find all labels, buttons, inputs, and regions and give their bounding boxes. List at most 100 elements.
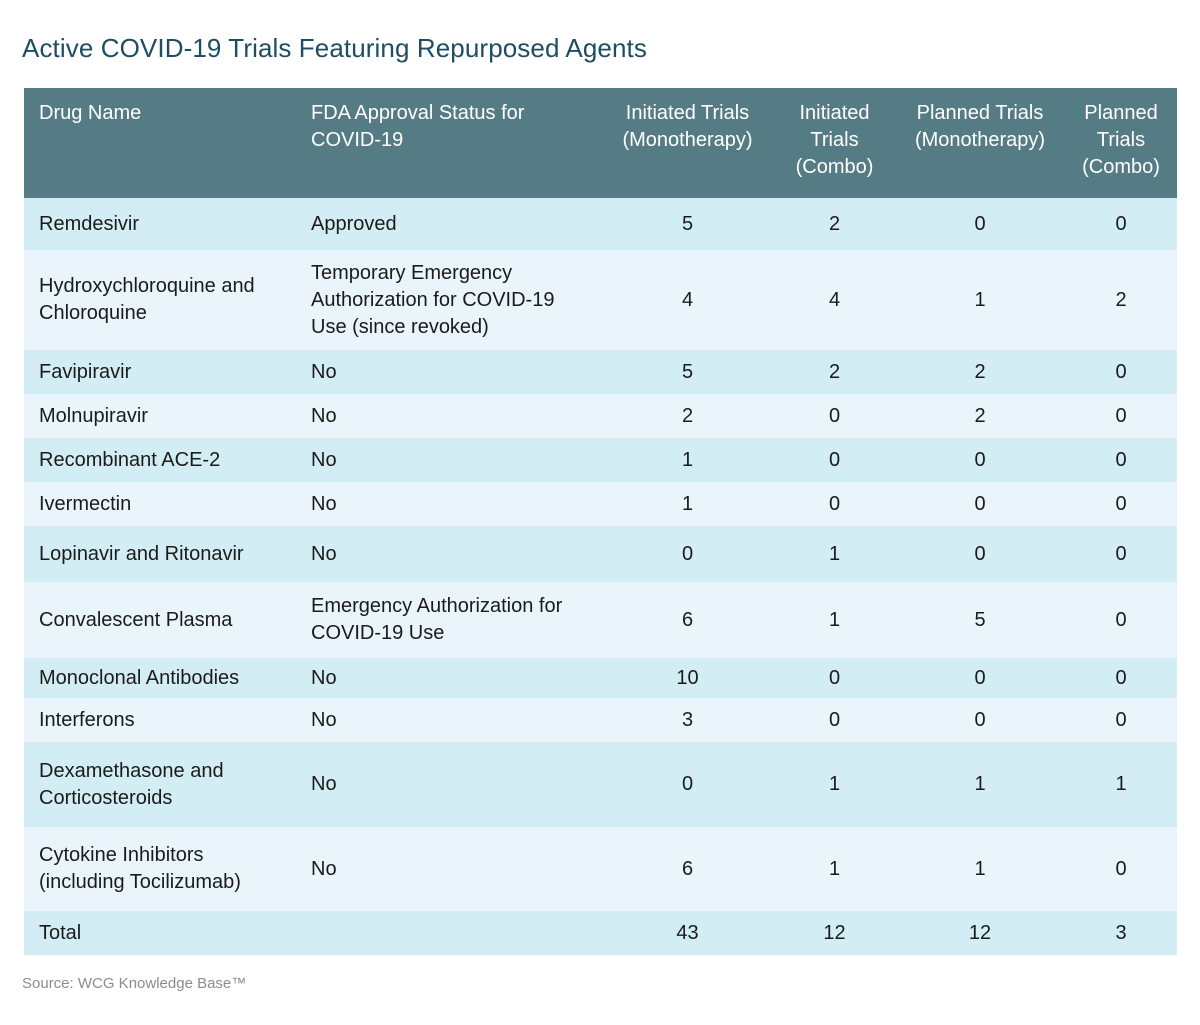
- drug-name-cell: Hydroxychloroquine and Chloroquine: [39, 275, 255, 324]
- table-row: Ivermectin No 1 0 0 0: [24, 482, 1177, 526]
- planned-mono-cell: 1: [974, 857, 986, 880]
- page-title: Active COVID-19 Trials Featuring Repurpo…: [22, 33, 647, 63]
- drug-name-cell: Interferons: [39, 708, 135, 731]
- initiated-combo-cell: 1: [828, 773, 841, 795]
- initiated-mono-cell: 1: [681, 492, 694, 515]
- initiated-mono-cell: 6: [681, 857, 694, 880]
- initiated-mono-cell: 5: [681, 212, 694, 235]
- table-row: Interferons No 3 0 0 0: [24, 698, 1177, 742]
- planned-mono-cell: 5: [974, 608, 986, 631]
- drug-name-cell: Cytokine Inhibitors (including Tocilizum…: [39, 844, 241, 893]
- initiated-mono-cell: 2: [681, 404, 694, 427]
- fda-status-cell: Emergency Authorization for COVID-19 Use: [311, 595, 563, 644]
- planned-combo-cell: 0: [1115, 666, 1127, 689]
- initiated-mono-cell: 1: [681, 448, 694, 471]
- header-planned-monotherapy: Planned Trials (Monotherapy): [914, 102, 1046, 151]
- fda-status-cell: No: [311, 857, 337, 880]
- total-row: Total 43 12 12 3: [24, 911, 1177, 955]
- planned-combo-cell: 0: [1115, 708, 1127, 731]
- table-row: Lopinavir and Ritonavir No 0 1 0 0: [24, 526, 1177, 582]
- planned-mono-cell: 0: [974, 492, 986, 515]
- initiated-combo-cell: 1: [828, 542, 841, 565]
- trials-table: Drug Name FDA Approval Status for COVID-…: [24, 88, 1177, 955]
- initiated-combo-cell: 0: [828, 448, 841, 471]
- planned-combo-cell: 0: [1115, 212, 1127, 235]
- planned-mono-cell: 2: [974, 360, 986, 383]
- total-initiated-mono: 43: [676, 921, 699, 944]
- table-row: Cytokine Inhibitors (including Tocilizum…: [24, 827, 1177, 911]
- table-row: Recombinant ACE-2 No 1 0 0 0: [24, 438, 1177, 482]
- fda-status-cell: No: [311, 404, 337, 427]
- initiated-combo-cell: 0: [828, 666, 841, 689]
- planned-combo-cell: 0: [1115, 492, 1127, 515]
- table-row: Remdesivir Approved 5 2 0 0: [24, 198, 1177, 250]
- fda-status-cell: No: [311, 542, 337, 565]
- initiated-mono-cell: 5: [681, 360, 694, 383]
- table-row: Molnupiravir No 2 0 2 0: [24, 394, 1177, 438]
- drug-name-cell: Ivermectin: [39, 492, 132, 515]
- total-planned-mono: 12: [968, 921, 992, 944]
- initiated-combo-cell: 1: [828, 608, 841, 631]
- table-row: Monoclonal Antibodies No 10 0 0 0: [24, 658, 1177, 698]
- initiated-combo-cell: 2: [828, 360, 841, 383]
- planned-combo-cell: 0: [1115, 448, 1127, 471]
- header-initiated-combo: Initiated Trials (Combo): [795, 102, 874, 178]
- planned-mono-cell: 0: [974, 212, 986, 235]
- fda-status-cell: Approved: [311, 212, 397, 235]
- header-initiated-monotherapy: Initiated Trials (Monotherapy): [622, 102, 753, 151]
- planned-combo-cell: 0: [1115, 360, 1127, 383]
- drug-name-cell: Recombinant ACE-2: [39, 448, 221, 471]
- initiated-mono-cell: 3: [681, 708, 694, 731]
- planned-mono-cell: 0: [974, 708, 986, 731]
- initiated-combo-cell: 0: [828, 404, 841, 427]
- planned-mono-cell: 1: [974, 773, 986, 795]
- header-fda-status: FDA Approval Status for COVID-19: [311, 102, 525, 151]
- initiated-combo-cell: 2: [828, 212, 841, 235]
- planned-combo-cell: 1: [1115, 773, 1127, 795]
- planned-mono-cell: 2: [974, 404, 986, 427]
- fda-status-cell: No: [311, 708, 337, 731]
- fda-status-cell: No: [311, 448, 337, 471]
- initiated-combo-cell: 0: [828, 708, 841, 731]
- drug-name-cell: Dexamethasone and Corticosteroids: [39, 759, 224, 809]
- source-note: Source: WCG Knowledge Base™: [22, 975, 247, 992]
- initiated-mono-cell: 0: [681, 542, 694, 565]
- fda-status-cell: No: [311, 360, 337, 383]
- fda-status-cell: No: [311, 666, 337, 689]
- planned-combo-cell: 0: [1115, 542, 1127, 565]
- drug-name-cell: Remdesivir: [39, 212, 140, 235]
- table-header-row: Drug Name FDA Approval Status for COVID-…: [24, 88, 1177, 198]
- total-initiated-combo: 12: [823, 921, 846, 944]
- initiated-combo-cell: 0: [828, 492, 841, 515]
- planned-mono-cell: 1: [974, 288, 986, 311]
- drug-name-cell: Convalescent Plasma: [39, 608, 233, 631]
- initiated-mono-cell: 0: [681, 773, 694, 795]
- fda-status-cell: No: [311, 492, 337, 515]
- drug-name-cell: Lopinavir and Ritonavir: [39, 542, 244, 565]
- planned-mono-cell: 0: [974, 542, 986, 565]
- table-row: Hydroxychloroquine and Chloroquine Tempo…: [24, 250, 1177, 350]
- planned-combo-cell: 2: [1115, 288, 1127, 311]
- fda-status-cell: No: [311, 773, 337, 795]
- planned-combo-cell: 0: [1115, 404, 1127, 427]
- initiated-mono-cell: 6: [681, 608, 694, 631]
- table-row: Dexamethasone and Corticosteroids No 0 1…: [24, 742, 1177, 827]
- initiated-mono-cell: 10: [676, 666, 699, 689]
- total-status-cell: [296, 911, 601, 955]
- planned-mono-cell: 0: [974, 448, 986, 471]
- drug-name-cell: Monoclonal Antibodies: [39, 666, 240, 689]
- table-row: Convalescent Plasma Emergency Authorizat…: [24, 582, 1177, 658]
- planned-mono-cell: 0: [974, 666, 986, 689]
- planned-combo-cell: 0: [1115, 857, 1127, 880]
- header-drug-name: Drug Name: [39, 102, 142, 124]
- header-planned-combo: Planned Trials (Combo): [1082, 102, 1160, 178]
- initiated-combo-cell: 1: [828, 857, 841, 880]
- planned-combo-cell: 0: [1115, 608, 1127, 631]
- total-planned-combo: 3: [1115, 921, 1127, 944]
- drug-name-cell: Favipiravir: [39, 360, 132, 383]
- total-label: Total: [39, 921, 82, 944]
- drug-name-cell: Molnupiravir: [39, 404, 148, 427]
- table-row: Favipiravir No 5 2 2 0: [24, 350, 1177, 394]
- fda-status-cell: Temporary Emergency Authorization for CO…: [311, 261, 555, 338]
- initiated-mono-cell: 4: [681, 288, 694, 311]
